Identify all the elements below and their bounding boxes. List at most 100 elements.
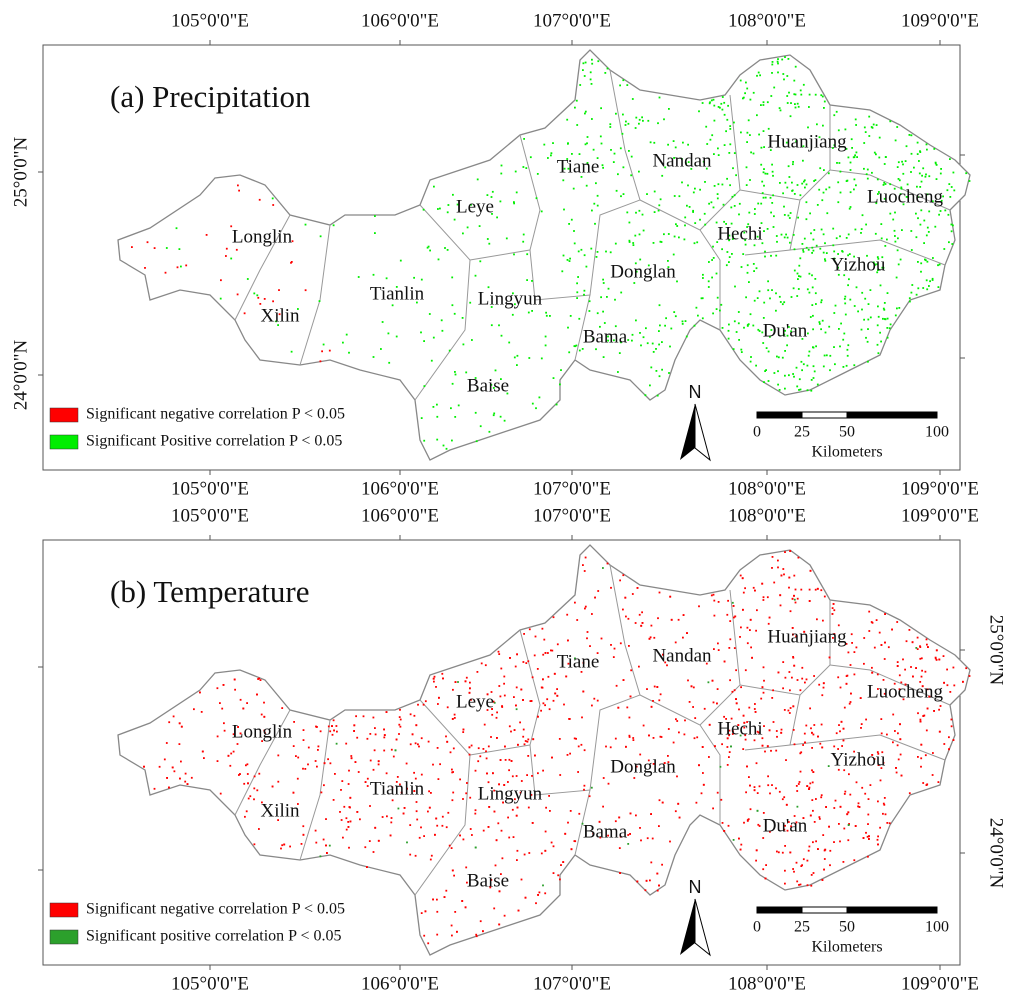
significance-pixel xyxy=(729,679,731,682)
significance-pixel xyxy=(238,189,240,192)
significance-pixel xyxy=(345,817,348,820)
significance-pixel xyxy=(508,836,511,839)
significance-pixel xyxy=(350,755,353,757)
significance-pixel xyxy=(789,212,792,214)
significance-pixel xyxy=(832,603,835,605)
significance-pixel xyxy=(185,264,188,267)
significance-pixel xyxy=(430,792,432,794)
significance-pixel xyxy=(796,880,799,883)
significance-pixel xyxy=(657,122,659,125)
significance-pixel xyxy=(763,301,766,304)
significance-pixel xyxy=(731,195,734,198)
significance-pixel xyxy=(725,130,727,133)
significance-pixel xyxy=(416,301,418,304)
significance-pixel xyxy=(508,758,511,761)
significance-pixel xyxy=(927,646,929,648)
significance-pixel xyxy=(795,635,797,638)
county-label: Du'an xyxy=(763,815,808,836)
significance-pixel xyxy=(764,750,766,753)
significance-pixel xyxy=(474,812,477,815)
significance-pixel xyxy=(938,213,940,216)
significance-pixel xyxy=(625,745,627,748)
county-label: Hechi xyxy=(717,718,762,739)
significance-pixel xyxy=(494,369,497,372)
significance-pixel xyxy=(550,152,553,155)
significance-pixel xyxy=(861,308,863,311)
significance-pixel xyxy=(923,219,926,222)
significance-pixel xyxy=(659,198,662,201)
significance-pixel xyxy=(875,619,878,621)
significance-pixel xyxy=(237,726,239,728)
significance-pixel xyxy=(756,809,759,812)
significance-pixel xyxy=(839,730,841,733)
significance-pixel xyxy=(915,667,917,669)
significance-pixel xyxy=(669,345,671,348)
significance-pixel xyxy=(610,586,612,589)
significance-pixel xyxy=(537,715,539,718)
significance-pixel xyxy=(933,148,936,150)
significance-pixel xyxy=(801,864,803,867)
significance-pixel xyxy=(490,306,493,308)
significance-pixel xyxy=(801,666,804,669)
significance-pixel xyxy=(796,295,799,297)
county-label: Tiane xyxy=(557,651,600,672)
significance-pixel xyxy=(634,234,637,237)
significance-pixel xyxy=(462,232,464,235)
significance-pixel xyxy=(541,627,544,630)
significance-pixel xyxy=(448,844,451,847)
significance-pixel xyxy=(238,774,240,776)
significance-pixel xyxy=(374,232,376,234)
significance-pixel xyxy=(835,237,838,240)
significance-pixel xyxy=(549,315,551,317)
significance-pixel xyxy=(783,796,786,799)
significance-pixel xyxy=(263,729,266,732)
significance-pixel xyxy=(387,332,390,335)
significance-pixel xyxy=(632,739,635,741)
significance-pixel xyxy=(589,71,592,74)
county-label: Nandan xyxy=(652,645,712,666)
significance-pixel xyxy=(777,356,780,359)
significance-pixel xyxy=(837,201,840,204)
significance-pixel xyxy=(809,782,812,785)
significance-pixel xyxy=(263,701,265,704)
significance-pixel xyxy=(767,127,770,130)
significance-pixel xyxy=(612,161,615,163)
significance-pixel xyxy=(803,180,805,183)
significance-pixel xyxy=(904,160,907,162)
significance-pixel xyxy=(804,741,806,744)
significance-pixel xyxy=(429,249,431,252)
significance-pixel xyxy=(816,383,819,386)
significance-pixel xyxy=(614,820,617,823)
significance-pixel xyxy=(409,713,412,716)
significance-pixel xyxy=(740,843,743,846)
significance-pixel xyxy=(792,373,794,375)
significance-pixel xyxy=(599,836,602,839)
significance-pixel xyxy=(782,73,785,75)
significance-pixel xyxy=(843,332,846,335)
significance-pixel xyxy=(797,288,800,290)
significance-pixel xyxy=(544,652,547,654)
significance-pixel xyxy=(916,153,919,155)
significance-pixel xyxy=(332,224,335,227)
significance-pixel xyxy=(468,746,471,749)
significance-pixel xyxy=(400,791,403,794)
significance-pixel xyxy=(762,599,765,601)
significance-pixel xyxy=(522,661,525,663)
significance-pixel xyxy=(802,159,804,162)
significance-pixel xyxy=(614,325,617,328)
significance-pixel xyxy=(665,317,667,320)
significance-pixel xyxy=(753,244,756,247)
significance-pixel xyxy=(675,718,677,721)
significance-pixel xyxy=(804,186,806,189)
county-border xyxy=(234,709,291,816)
significance-pixel xyxy=(230,752,233,755)
significance-pixel xyxy=(811,799,814,801)
significance-pixel xyxy=(487,286,490,289)
significance-pixel xyxy=(851,147,853,149)
significance-pixel xyxy=(779,301,782,303)
significance-pixel xyxy=(876,673,879,676)
significance-pixel xyxy=(676,225,679,227)
county-label: Bama xyxy=(583,821,628,842)
significance-pixel xyxy=(453,717,456,719)
significance-pixel xyxy=(875,153,877,156)
